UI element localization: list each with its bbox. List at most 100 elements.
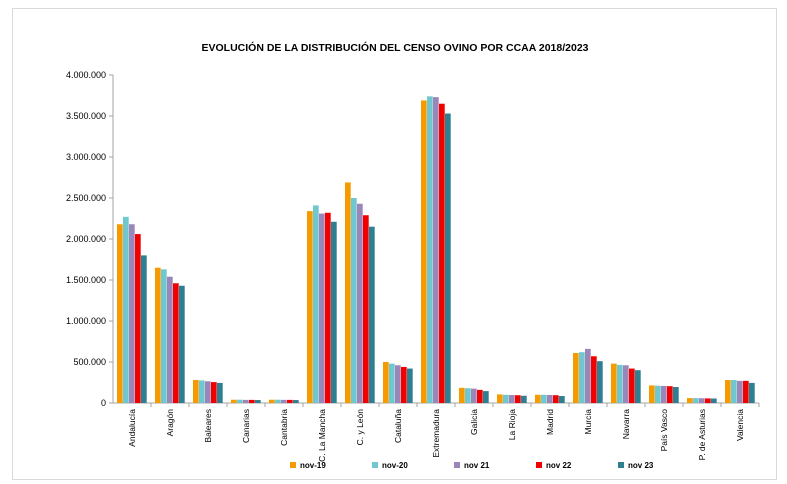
y-tick-label: 2.000.000: [66, 234, 106, 244]
bar: [439, 103, 445, 403]
x-tick-label: Cataluña: [393, 409, 403, 443]
x-tick-label: Aragón: [165, 409, 175, 437]
bar: [521, 395, 527, 403]
bar: [211, 382, 217, 403]
bar: [573, 352, 579, 403]
chart-title: EVOLUCIÓN DE LA DISTRIBUCIÓN DEL CENSO O…: [201, 41, 588, 54]
x-tick-label: Valencia: [735, 409, 745, 441]
bar: [179, 285, 185, 403]
chart-svg: EVOLUCIÓN DE LA DISTRIBUCIÓN DEL CENSO O…: [66, 41, 760, 470]
bar: [635, 370, 641, 403]
bar: [655, 385, 661, 403]
legend-label: nov 22: [546, 461, 572, 470]
bar: [737, 380, 743, 403]
x-tick-label: Galicia: [469, 409, 479, 435]
y-tick-label: 1.000.000: [66, 316, 106, 326]
bar: [629, 368, 635, 403]
bar: [649, 385, 655, 403]
bar: [749, 382, 755, 403]
bar: [559, 396, 565, 403]
bar: [693, 398, 699, 403]
bar: [275, 399, 281, 403]
bar: [407, 368, 413, 403]
bars: [117, 96, 755, 404]
bar: [269, 399, 275, 403]
bar: [515, 395, 521, 403]
bar: [357, 203, 363, 403]
x-tick-label: Andalucía: [127, 409, 137, 447]
bar: [351, 198, 357, 403]
bar: [401, 366, 407, 403]
legend-label: nov 23: [628, 461, 654, 470]
bar: [155, 267, 161, 403]
x-tick-label: Murcia: [583, 409, 593, 435]
bar: [345, 182, 351, 403]
x-tick-label: Madrid: [545, 409, 555, 435]
bar: [193, 380, 199, 403]
y-tick-label: 1.500.000: [66, 275, 106, 285]
x-tick-label: Cantabria: [279, 409, 289, 446]
bar: [383, 362, 389, 403]
x-tick-label: La Rioja: [507, 409, 517, 440]
bar: [591, 356, 597, 403]
bar: [161, 269, 167, 403]
y-tick-label: 4.000.000: [66, 70, 106, 80]
bar: [743, 380, 749, 403]
bar: [293, 400, 299, 403]
bar: [173, 283, 179, 403]
bar: [123, 216, 129, 403]
x-tick-label: Canarias: [241, 409, 251, 443]
bar: [237, 399, 243, 403]
bar: [369, 226, 375, 403]
bar: [611, 363, 617, 403]
bar: [731, 380, 737, 403]
bar: [667, 386, 673, 403]
bar: [231, 399, 237, 403]
bar: [141, 255, 147, 403]
legend-label: nov-19: [300, 461, 326, 470]
bar: [497, 394, 503, 403]
bar: [541, 394, 547, 403]
bar: [433, 97, 439, 403]
bar: [725, 380, 731, 403]
bar: [503, 394, 509, 403]
legend-label: nov 21: [464, 461, 490, 470]
x-tick-label: Extremadura: [431, 409, 441, 458]
x-tick-label: C. La Mancha: [317, 409, 327, 462]
bar: [313, 205, 319, 403]
chart-frame: EVOLUCIÓN DE LA DISTRIBUCIÓN DEL CENSO O…: [12, 8, 777, 480]
y-tick-label: 500.000: [73, 357, 106, 367]
bar: [553, 395, 559, 403]
legend-swatch: [372, 462, 378, 468]
x-tick-label: C. y León: [355, 409, 365, 446]
bar: [483, 391, 489, 403]
bar: [255, 400, 261, 403]
bar: [623, 365, 629, 403]
bar: [585, 348, 591, 403]
bar: [129, 224, 135, 403]
bar: [547, 394, 553, 403]
y-tick-label: 0: [101, 398, 106, 408]
bar: [167, 276, 173, 403]
bar: [687, 398, 693, 403]
legend-swatch: [290, 462, 296, 468]
legend: nov-19 nov-20 nov 21 nov 22 nov 23: [290, 461, 654, 470]
x-tick-label: P. de Asturias: [697, 409, 707, 460]
bar: [135, 234, 141, 403]
y-tick-label: 2.500.000: [66, 193, 106, 203]
tick-labels: 0 500.000 1.000.000 1.500.000 2.000.000 2.500…: [66, 70, 745, 462]
bar: [243, 399, 249, 403]
legend-swatch: [618, 462, 624, 468]
bar: [117, 224, 123, 403]
bar: [465, 388, 471, 403]
bar: [199, 380, 205, 403]
bar: [331, 221, 337, 403]
bar: [205, 381, 211, 403]
bar: [427, 96, 433, 403]
x-tick-label: Navarra: [621, 409, 631, 440]
bar: [249, 399, 255, 403]
bar: [535, 394, 541, 403]
bar: [217, 382, 223, 403]
bar: [705, 398, 711, 403]
x-tick-label: Baleares: [203, 409, 213, 443]
